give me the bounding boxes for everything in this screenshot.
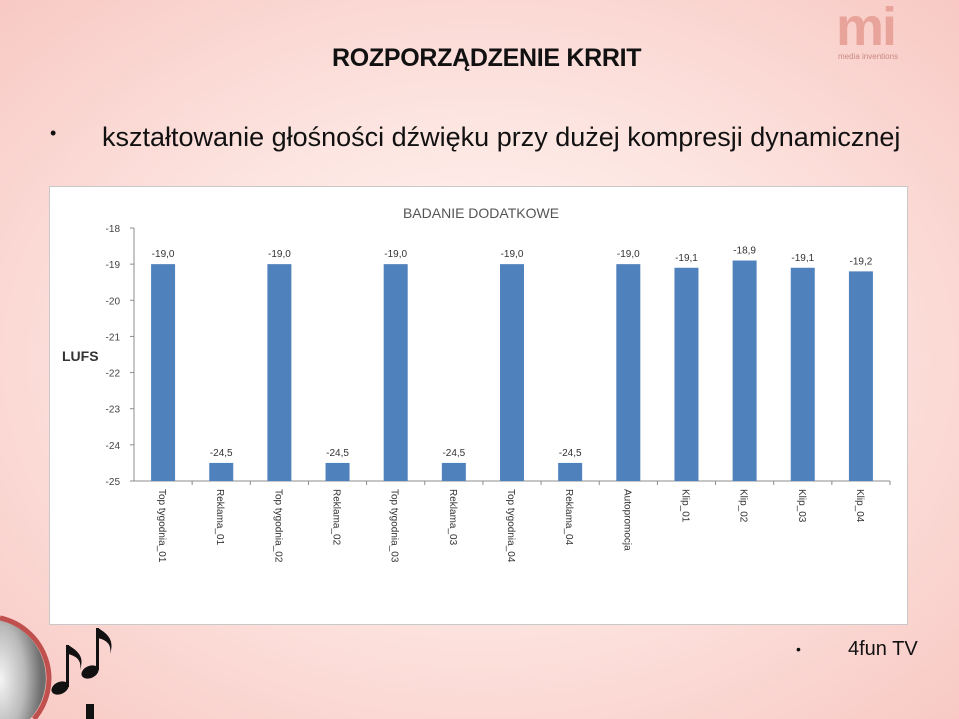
data-label: -18,9	[733, 246, 756, 257]
data-label: -24,5	[210, 448, 233, 459]
x-tick-label: Top tygodnia_02	[272, 489, 283, 563]
logo-text: media inventions	[838, 52, 899, 61]
x-tick-label: Autopromocja	[621, 489, 632, 551]
data-label: -19,0	[384, 249, 407, 260]
x-tick-label: Reklama_04	[563, 489, 574, 546]
x-tick-label: Top tygodnia_03	[389, 489, 400, 563]
data-label: -19,1	[675, 253, 698, 264]
note-glyphs	[51, 628, 112, 719]
bar	[209, 462, 234, 481]
data-label: -24,5	[442, 448, 465, 459]
data-label: -19,2	[850, 256, 873, 267]
x-tick-label: Klip_03	[796, 489, 807, 523]
bar	[848, 271, 873, 481]
y-tick-label: -22	[106, 369, 121, 380]
data-label: -19,1	[791, 253, 814, 264]
bar	[383, 264, 408, 481]
x-tick-label: Klip_04	[854, 489, 865, 523]
data-label: -19,0	[617, 249, 640, 260]
bar-chart: BADANIE DODATKOWE LUFS -18 -19 -20 -21 -22 -23 -…	[62, 205, 891, 563]
bar	[151, 264, 176, 481]
x-tick-label: Klip_01	[679, 489, 690, 523]
main-bullet-text: kształtowanie głośności dźwięku przy duż…	[102, 122, 901, 152]
bullet-dot-icon: •	[796, 641, 801, 657]
chart-title: BADANIE DODATKOWE	[403, 205, 559, 221]
data-label: -24,5	[559, 448, 582, 459]
logo-mark: mi	[836, 0, 897, 57]
bar	[790, 267, 815, 481]
bar	[441, 462, 466, 481]
bar	[732, 260, 757, 481]
slide-title: ROZPORZĄDZENIE KRRIT	[332, 44, 642, 72]
data-label: -19,0	[268, 249, 291, 260]
x-tick-label: Top tygodnia_04	[505, 489, 516, 563]
y-tick-label: -25	[106, 477, 121, 488]
y-tick-label: -21	[106, 332, 121, 343]
x-tick-label: Reklama_01	[214, 489, 225, 546]
x-tick-label: Klip_02	[738, 489, 749, 523]
y-tick-label: -23	[106, 405, 121, 416]
footer-bullet-text: 4fun TV	[848, 638, 918, 660]
bar	[325, 462, 350, 481]
data-label: -19,0	[501, 249, 524, 260]
y-tick-label: -20	[106, 296, 121, 307]
y-tick-label: -24	[106, 441, 121, 452]
bar	[616, 264, 641, 481]
x-tick-label: Top tygodnia_01	[156, 489, 167, 563]
bar	[674, 267, 699, 481]
speaker-rim	[0, 615, 52, 719]
bullet-dot-icon: •	[50, 123, 57, 143]
x-tick-label: Reklama_03	[447, 489, 458, 546]
media-inventions-logo: mi media inventions	[836, 0, 914, 62]
data-label: -19,0	[152, 249, 175, 260]
bar	[267, 264, 292, 481]
bar	[500, 264, 524, 481]
chart-frame: BADANIE DODATKOWE LUFS -18 -19 -20 -21 -22 -23 -…	[49, 186, 908, 625]
bar	[558, 462, 583, 481]
speaker-shape	[0, 620, 46, 719]
data-label: -24,5	[326, 448, 349, 459]
x-tick-label: Reklama_02	[331, 489, 342, 546]
music-notes-icon	[0, 615, 112, 719]
y-tick-label: -18	[106, 224, 121, 235]
y-axis-label: LUFS	[62, 348, 99, 364]
y-tick-label: -19	[106, 260, 121, 271]
